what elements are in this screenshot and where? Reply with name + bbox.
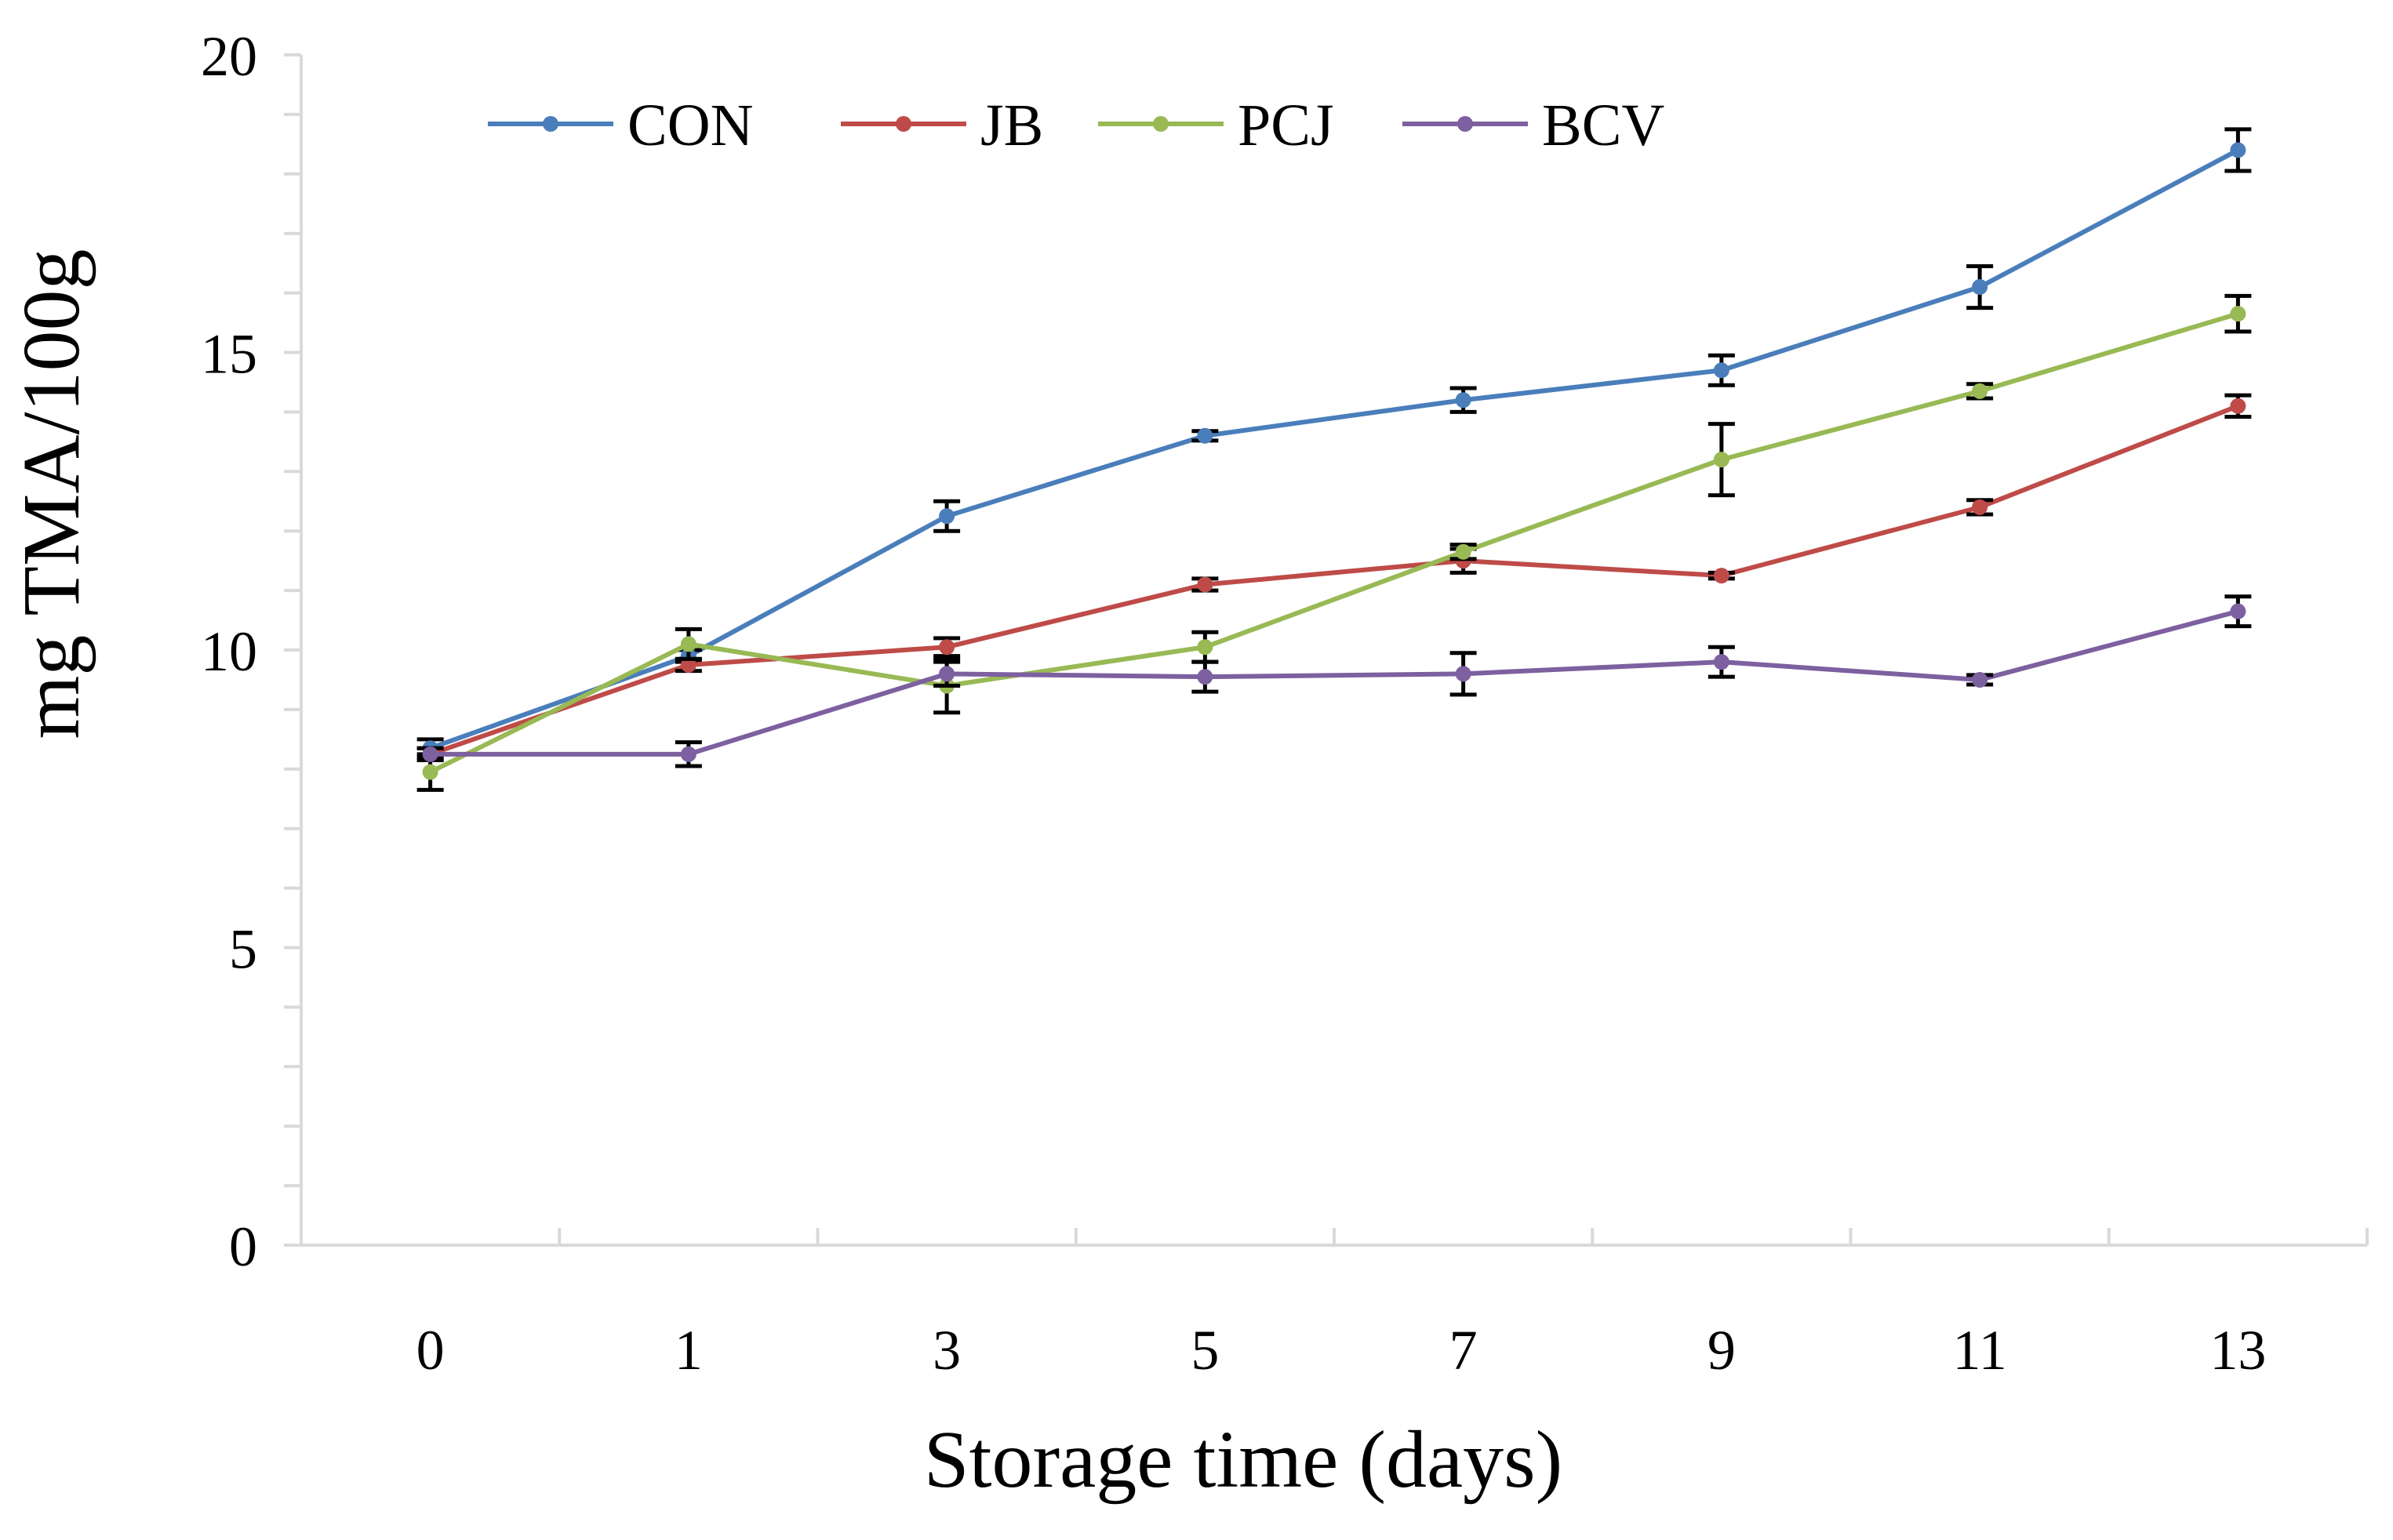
data-point: [1197, 576, 1213, 593]
y-tick-label: 20: [201, 25, 257, 88]
data-point: [1197, 639, 1213, 656]
y-tick-label: 5: [229, 918, 257, 981]
legend: CON JB PCJ BCV: [488, 93, 1664, 158]
data-point: [1197, 427, 1213, 444]
data-point: [422, 764, 438, 780]
x-tick-label: 9: [1707, 1319, 1736, 1382]
series-line-jb: [429, 404, 2239, 757]
data-point: [2230, 306, 2246, 322]
x-tick-label: 3: [933, 1319, 961, 1382]
axes: [300, 55, 2367, 1247]
data-point: [1972, 383, 1988, 399]
y-axis-title: mg TMA/100g: [6, 249, 96, 739]
data-point: [939, 639, 955, 656]
legend-label-jb: JB: [980, 93, 1043, 158]
x-tick-label: 13: [2209, 1319, 2266, 1382]
data-point: [1713, 654, 1729, 670]
data-point: [1713, 568, 1729, 584]
x-tick-label: 0: [416, 1319, 445, 1382]
data-point: [1197, 669, 1213, 685]
data-point: [1972, 499, 1988, 515]
x-tick-label: 5: [1191, 1319, 1219, 1382]
data-point: [1455, 392, 1471, 409]
legend-marker: [1457, 116, 1473, 132]
legend-label-bcv: BCV: [1542, 93, 1664, 158]
legend-label-con: CON: [627, 93, 753, 158]
x-tick-label: 1: [675, 1319, 703, 1382]
series-line-pcj: [429, 311, 2239, 775]
legend-marker: [543, 116, 558, 132]
y-tick-label: 10: [201, 620, 257, 683]
data-point: [680, 746, 696, 762]
legend-marker: [1153, 116, 1169, 132]
data-point: [1455, 666, 1471, 682]
series-jb: [416, 393, 2252, 762]
y-tick-label: 0: [229, 1215, 257, 1278]
x-tick-label: 7: [1449, 1319, 1478, 1382]
legend-label-pcj: PCJ: [1238, 93, 1334, 158]
series-bcv: [416, 594, 2252, 768]
series-line-bcv: [430, 608, 2239, 757]
data-point: [1972, 671, 1988, 688]
data-point: [2230, 603, 2246, 619]
data-point: [680, 636, 696, 652]
data-point: [939, 666, 955, 682]
data-point: [680, 656, 696, 673]
x-axis-title: Storage time (days): [924, 1415, 1562, 1505]
data-point: [939, 508, 955, 525]
data-point: [2230, 142, 2246, 158]
data-point: [1713, 452, 1729, 468]
series-line-con: [429, 147, 2239, 751]
data-point: [1713, 362, 1729, 379]
data-point: [1455, 543, 1471, 560]
data-point: [1972, 279, 1988, 296]
y-tick-label: 15: [201, 323, 257, 386]
series-group: [416, 127, 2252, 792]
series-pcj: [416, 293, 2252, 792]
x-tick-label: 11: [1952, 1319, 2006, 1382]
data-point: [2230, 398, 2246, 414]
legend-marker: [896, 116, 911, 132]
data-point: [422, 746, 438, 762]
